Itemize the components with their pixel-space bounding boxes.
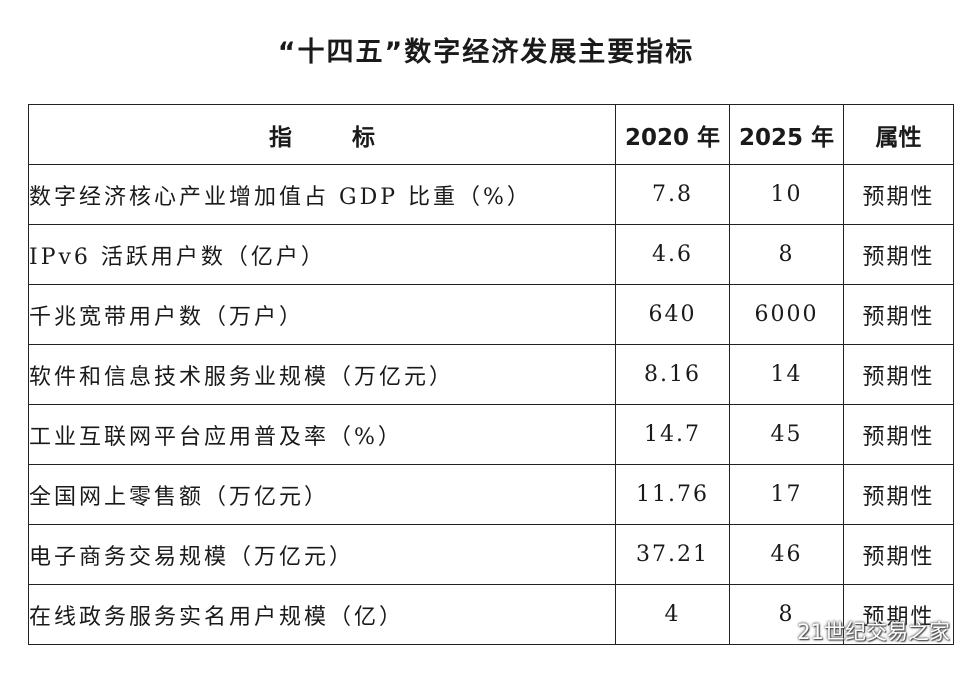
attribute: 预期性 [843, 284, 954, 345]
value-2020: 4 [615, 584, 730, 645]
page-title: “十四五”数字经济发展主要指标 [277, 37, 695, 68]
table-row: IPv6 活跃用户数（亿户） 4.6 8 预期性 [28, 224, 954, 285]
attribute: 预期性 [843, 224, 954, 285]
table-row: 数字经济核心产业增加值占 GDP 比重（%） 7.8 10 预期性 [28, 164, 954, 225]
table-row: 全国网上零售额（万亿元） 11.76 17 预期性 [28, 464, 954, 525]
indicator-name: IPv6 活跃用户数（亿户） [28, 224, 616, 285]
indicator-name: 软件和信息技术服务业规模（万亿元） [28, 344, 616, 405]
indicator-name: 全国网上零售额（万亿元） [28, 464, 616, 525]
indicators-table: 指标 2020 年 2025 年 属性 数字经济核心产业增加值占 GDP 比重（… [28, 104, 954, 645]
value-2025: 45 [729, 404, 844, 465]
indicator-name: 数字经济核心产业增加值占 GDP 比重（%） [28, 164, 616, 225]
value-2020: 11.76 [615, 464, 730, 525]
header-2020: 2020 年 [615, 104, 730, 165]
indicator-name: 在线政务服务实名用户规模（亿） [28, 584, 616, 645]
wechat-icon [761, 618, 791, 644]
value-2025: 14 [729, 344, 844, 405]
table-row: 在线政务服务实名用户规模（亿） 4 8 预期性 [28, 584, 954, 645]
value-2025: 17 [729, 464, 844, 525]
watermark-text: 21世纪交易之家 [797, 620, 950, 644]
indicator-name: 工业互联网平台应用普及率（%） [28, 404, 616, 465]
watermark: 21世纪交易之家 [761, 616, 950, 646]
attribute: 预期性 [843, 524, 954, 585]
value-2020: 7.8 [615, 164, 730, 225]
value-2025: 10 [729, 164, 844, 225]
attribute: 预期性 [843, 584, 954, 645]
value-2020: 14.7 [615, 404, 730, 465]
value-2020: 4.6 [615, 224, 730, 285]
attribute: 预期性 [843, 404, 954, 465]
table-row: 工业互联网平台应用普及率（%） 14.7 45 预期性 [28, 404, 954, 465]
table-row: 千兆宽带用户数（万户） 640 6000 预期性 [28, 284, 954, 345]
attribute: 预期性 [843, 164, 954, 225]
value-2025: 46 [729, 524, 844, 585]
table-row: 软件和信息技术服务业规模（万亿元） 8.16 14 预期性 [28, 344, 954, 405]
header-indicator: 指标 [28, 104, 616, 165]
attribute: 预期性 [843, 344, 954, 405]
indicator-name: 电子商务交易规模（万亿元） [28, 524, 616, 585]
value-2020: 8.16 [615, 344, 730, 405]
table-header-row: 指标 2020 年 2025 年 属性 [28, 104, 954, 165]
value-2020: 640 [615, 284, 730, 345]
indicator-name: 千兆宽带用户数（万户） [28, 284, 616, 345]
header-2025: 2025 年 [729, 104, 844, 165]
value-2020: 37.21 [615, 524, 730, 585]
value-2025: 8 [729, 224, 844, 285]
header-attribute: 属性 [843, 104, 954, 165]
value-2025: 6000 [729, 284, 844, 345]
table-row: 电子商务交易规模（万亿元） 37.21 46 预期性 [28, 524, 954, 585]
attribute: 预期性 [843, 464, 954, 525]
